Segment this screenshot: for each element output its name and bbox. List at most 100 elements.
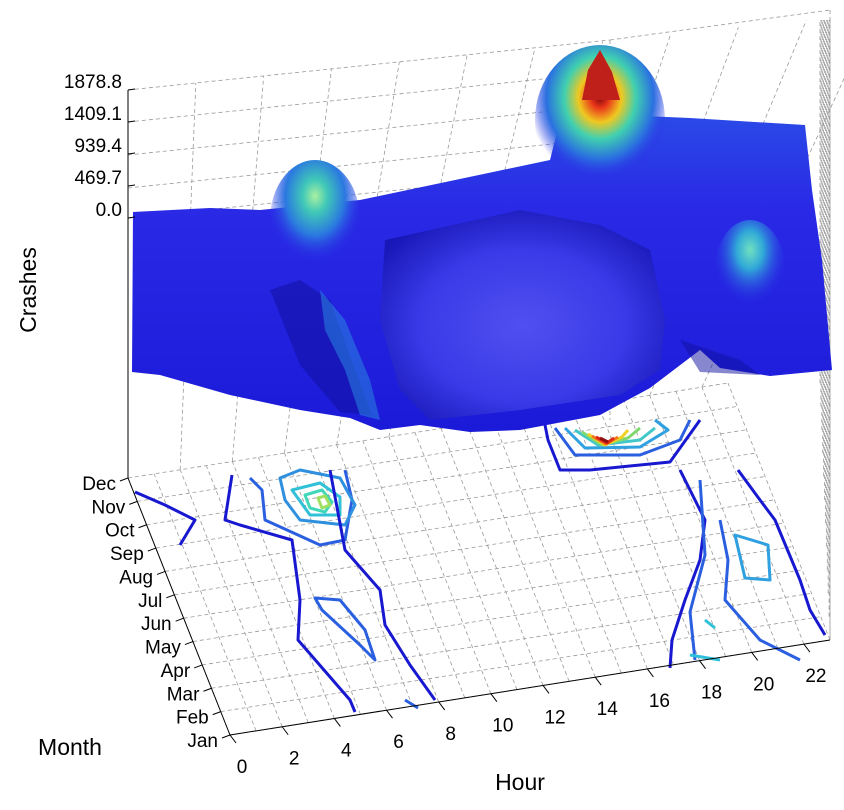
contour-line (689, 653, 721, 662)
floor-grid-line (192, 546, 793, 642)
surface-shadow (680, 340, 760, 375)
contour-line (668, 469, 707, 669)
z-tick-label: 0.0 (96, 200, 122, 221)
hour-tick-label: 4 (341, 740, 352, 761)
month-tick-label: Jun (141, 614, 172, 635)
floor-grid-line (137, 405, 738, 502)
floor-grid-line (220, 616, 821, 713)
contour-line (736, 469, 827, 636)
floor-grid-line (623, 399, 727, 657)
wall-grid-line (179, 83, 197, 470)
month-tick-mark (119, 477, 129, 482)
z-tick-label: 939.4 (74, 136, 122, 157)
month-tick-label: Mar (167, 684, 200, 705)
month-tick-label: Oct (105, 521, 135, 542)
month-tick-mark (147, 547, 156, 552)
month-tick-label: Feb (176, 708, 209, 729)
month-tick-mark (138, 524, 147, 529)
contour-line (223, 474, 357, 713)
z-tick-mark (127, 120, 136, 123)
hour-tick-mark (333, 718, 341, 727)
hour-tick-label: 2 (289, 749, 300, 770)
z-axis-title: Crashes (15, 247, 41, 333)
z-tick-label: 1878.8 (64, 72, 122, 93)
hour-tick-mark (542, 685, 550, 694)
hour-tick-mark (229, 734, 237, 744)
contour-line (328, 469, 437, 701)
floor-grid-line (466, 424, 570, 682)
z-tick-label: 469.7 (74, 168, 122, 189)
month-tick-mark (156, 570, 166, 575)
surface-depression (380, 210, 665, 420)
floor-grid-line (211, 592, 812, 689)
contour-line (563, 418, 670, 450)
month-tick-mark (175, 617, 184, 622)
floor-grid-line (492, 420, 596, 678)
floor-grid-line (362, 440, 466, 698)
contour-line (290, 481, 342, 517)
floor-grid-line (545, 411, 648, 670)
month-tick-label: Jan (187, 731, 218, 752)
peak-oct-21h (715, 220, 785, 320)
contour-line (543, 419, 702, 472)
floor-grid-line (258, 457, 361, 715)
floor-grid-line (183, 522, 784, 619)
hour-tick-mark (699, 660, 706, 669)
hour-tick-mark (646, 668, 654, 678)
month-tick-label: Dec (82, 474, 116, 495)
floor-grid-line (165, 476, 766, 572)
floor-grid-line (440, 428, 544, 686)
hour-tick-label: 20 (753, 674, 774, 695)
hour-tick-label: 8 (445, 724, 456, 745)
contour-line (404, 698, 419, 710)
contour-line (134, 490, 197, 546)
wall-grid-line (231, 76, 265, 462)
contour-line (553, 419, 692, 457)
month-tick-mark (212, 711, 221, 716)
contour-line (733, 533, 772, 582)
month-tick-mark (184, 641, 194, 646)
hour-tick-mark (386, 709, 393, 719)
floor-grid-line (146, 429, 747, 526)
z-tick-mark (127, 184, 136, 187)
floor-contours (134, 418, 827, 713)
contour-line (688, 479, 707, 661)
month-tick-mark (129, 500, 138, 505)
month-axis (127, 477, 231, 736)
contour-line (599, 436, 609, 444)
surface-ridge (320, 290, 380, 420)
hour-axis-title: Hour (495, 769, 545, 795)
hour-axis (229, 639, 831, 736)
month-axis-title: Month (38, 734, 102, 760)
contour-line (316, 494, 332, 510)
hour-tick-label: 12 (544, 707, 565, 728)
hour-tick-labels: 0 2 4 6 8 10 12 14 16 18 20 22 (229, 643, 826, 778)
month-tick-label: Jul (138, 591, 162, 612)
z-tick-label: 1409.1 (64, 104, 122, 125)
peak-dec-16h (535, 45, 665, 195)
z-tick-mark (127, 152, 136, 155)
floor-grid-line (202, 569, 803, 666)
contour-line (313, 596, 377, 662)
hour-tick-mark (281, 726, 289, 736)
month-tick-mark (203, 687, 212, 692)
hour-tick-mark (490, 693, 498, 702)
floor-grid-line (336, 444, 440, 703)
crash-surface (132, 45, 832, 432)
hour-tick-mark (438, 701, 446, 711)
hour-tick-label: 0 (237, 757, 248, 778)
month-tick-label: Apr (161, 661, 191, 682)
z-tick-mark (127, 88, 136, 91)
hour-tick-label: 14 (597, 699, 619, 720)
hour-tick-mark (594, 676, 602, 686)
hour-tick-label: 16 (649, 691, 670, 712)
month-tick-label: May (145, 638, 181, 659)
hour-tick-label: 18 (701, 683, 722, 704)
month-tick-mark (194, 664, 203, 669)
floor-grid (127, 382, 831, 736)
z-tick-mark (127, 216, 136, 219)
hour-tick-label: 6 (393, 732, 404, 753)
z-tick-labels: 0.0 469.7 939.4 1409.1 1878.8 (64, 72, 136, 221)
